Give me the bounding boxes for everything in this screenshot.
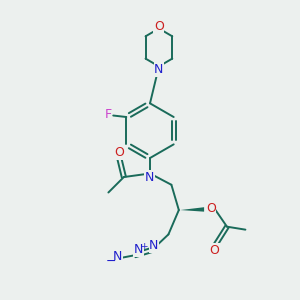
Text: O: O [209,244,219,257]
Text: +: + [140,242,148,251]
Text: O: O [154,20,164,33]
Text: N: N [113,250,122,263]
Text: N: N [145,170,154,184]
Text: O: O [206,202,216,215]
Text: −: − [105,255,116,268]
Polygon shape [180,207,204,212]
Text: O: O [114,146,124,159]
Text: N: N [154,63,164,76]
Text: F: F [104,107,112,121]
Text: N: N [149,239,159,252]
Text: N: N [134,243,143,256]
